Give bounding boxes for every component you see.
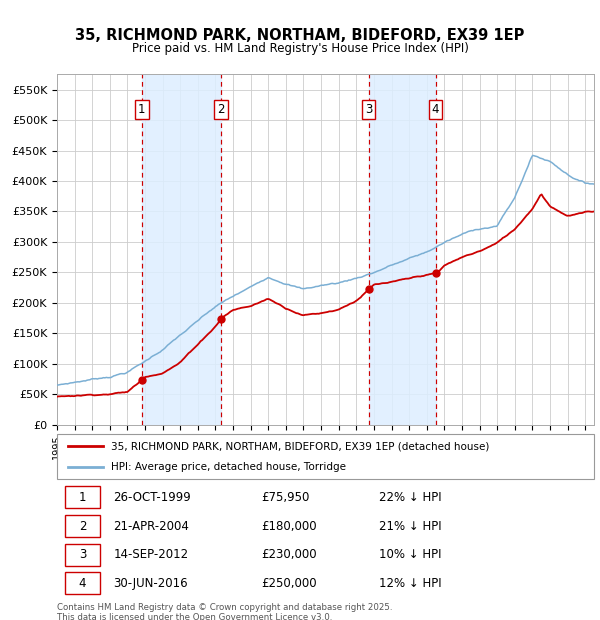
Text: 22% ↓ HPI: 22% ↓ HPI bbox=[379, 491, 442, 504]
FancyBboxPatch shape bbox=[65, 515, 100, 537]
Text: 1: 1 bbox=[138, 103, 146, 116]
Text: 4: 4 bbox=[432, 103, 439, 116]
Text: HPI: Average price, detached house, Torridge: HPI: Average price, detached house, Torr… bbox=[111, 463, 346, 472]
FancyBboxPatch shape bbox=[65, 572, 100, 595]
Text: 4: 4 bbox=[79, 577, 86, 590]
Text: 21% ↓ HPI: 21% ↓ HPI bbox=[379, 520, 442, 533]
FancyBboxPatch shape bbox=[65, 487, 100, 508]
Text: £230,000: £230,000 bbox=[261, 548, 317, 561]
FancyBboxPatch shape bbox=[65, 544, 100, 565]
Text: 3: 3 bbox=[79, 548, 86, 561]
Text: 12% ↓ HPI: 12% ↓ HPI bbox=[379, 577, 442, 590]
Text: 1: 1 bbox=[79, 491, 86, 504]
Text: 35, RICHMOND PARK, NORTHAM, BIDEFORD, EX39 1EP: 35, RICHMOND PARK, NORTHAM, BIDEFORD, EX… bbox=[76, 28, 524, 43]
Text: £250,000: £250,000 bbox=[261, 577, 317, 590]
Text: 26-OCT-1999: 26-OCT-1999 bbox=[113, 491, 191, 504]
Text: 2: 2 bbox=[217, 103, 224, 116]
Bar bbox=[369, 74, 436, 425]
Text: 2: 2 bbox=[79, 520, 86, 533]
Text: Price paid vs. HM Land Registry's House Price Index (HPI): Price paid vs. HM Land Registry's House … bbox=[131, 42, 469, 55]
Text: 3: 3 bbox=[365, 103, 373, 116]
Text: 21-APR-2004: 21-APR-2004 bbox=[113, 520, 189, 533]
Text: 14-SEP-2012: 14-SEP-2012 bbox=[113, 548, 188, 561]
Text: Contains HM Land Registry data © Crown copyright and database right 2025.
This d: Contains HM Land Registry data © Crown c… bbox=[57, 603, 392, 620]
Text: 10% ↓ HPI: 10% ↓ HPI bbox=[379, 548, 442, 561]
Bar bbox=[142, 74, 221, 425]
FancyBboxPatch shape bbox=[57, 434, 594, 479]
Text: 35, RICHMOND PARK, NORTHAM, BIDEFORD, EX39 1EP (detached house): 35, RICHMOND PARK, NORTHAM, BIDEFORD, EX… bbox=[111, 441, 489, 451]
Text: £75,950: £75,950 bbox=[261, 491, 310, 504]
Text: 30-JUN-2016: 30-JUN-2016 bbox=[113, 577, 188, 590]
Text: £180,000: £180,000 bbox=[261, 520, 317, 533]
